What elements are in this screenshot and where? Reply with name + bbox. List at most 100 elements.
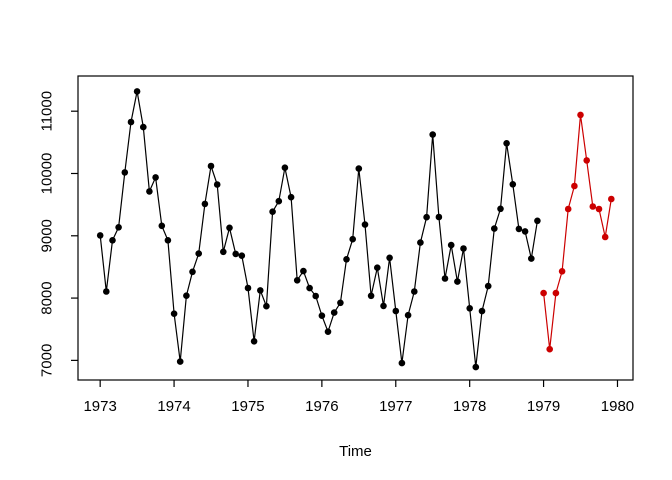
observed-series-line — [99, 91, 538, 368]
observed-data-point — [318, 312, 326, 320]
observed-data-point — [300, 267, 307, 275]
y-axis-tick-label: 11000 — [39, 91, 56, 132]
observed-data-point — [404, 311, 412, 319]
x-axis-tick-label: 1973 — [83, 398, 116, 415]
forecast-data-point — [564, 205, 572, 213]
observed-data-point — [497, 205, 504, 213]
observed-data-point — [263, 302, 270, 310]
observed-data-point — [441, 275, 449, 282]
observed-data-point — [435, 213, 443, 221]
observed-data-point — [103, 288, 110, 295]
observed-data-point — [213, 181, 221, 188]
observed-data-point — [96, 232, 104, 239]
observed-data-point — [312, 292, 320, 300]
y-axis-tick-label: 10000 — [39, 153, 56, 195]
forecast-data-point — [571, 182, 578, 190]
observed-data-point — [509, 181, 517, 188]
observed-data-point — [491, 225, 498, 232]
observed-data-point — [257, 287, 264, 294]
observed-data-point — [349, 235, 357, 243]
observed-data-point — [207, 162, 215, 170]
forecast-data-point — [583, 157, 590, 164]
observed-data-point — [423, 213, 430, 221]
observed-data-point — [238, 252, 246, 259]
forecast-data-point — [540, 289, 547, 297]
observed-data-point — [232, 250, 239, 258]
observed-data-point — [133, 88, 141, 95]
observed-data-point — [411, 288, 418, 295]
observed-data-point — [293, 277, 301, 284]
forecast-data-point — [546, 345, 553, 353]
observed-data-point — [330, 309, 338, 316]
observed-data-point — [392, 307, 400, 315]
observed-data-point — [109, 237, 116, 244]
observed-data-point — [121, 169, 129, 176]
observed-data-point — [367, 292, 375, 300]
forecast-data-point — [552, 289, 560, 297]
observed-data-point — [380, 302, 387, 310]
observed-data-point — [355, 165, 363, 172]
observed-data-point — [244, 284, 252, 292]
observed-data-point — [417, 239, 424, 246]
observed-data-point — [176, 358, 184, 365]
observed-data-point — [478, 307, 486, 315]
x-axis-tick-label: 1979 — [527, 398, 560, 415]
observed-data-point — [472, 363, 480, 371]
observed-data-point — [287, 193, 295, 201]
observed-data-point — [158, 222, 166, 230]
observed-data-point — [454, 278, 461, 285]
observed-data-point — [281, 164, 289, 171]
x-axis-tick-label: 1976 — [305, 398, 338, 415]
y-axis-tick-label: 9000 — [39, 219, 56, 252]
plot-box — [77, 75, 634, 381]
x-axis-tick-label: 1975 — [231, 398, 264, 415]
observed-data-point — [337, 299, 344, 307]
observed-data-point — [146, 188, 153, 195]
x-axis-tick-label: 1977 — [379, 398, 412, 415]
observed-data-point — [386, 254, 393, 262]
forecast-data-point — [577, 111, 584, 119]
observed-data-point — [521, 228, 529, 235]
x-axis-tick-label: 1974 — [157, 398, 190, 415]
forecast-data-point — [595, 205, 603, 213]
forecast-data-point — [589, 203, 597, 210]
observed-data-point — [269, 208, 276, 215]
observed-data-point — [374, 264, 381, 272]
forecast-data-point — [608, 195, 615, 203]
observed-data-point — [503, 140, 510, 147]
y-axis-tick-label: 7000 — [39, 344, 56, 377]
observed-data-point — [306, 284, 313, 292]
observed-data-point — [195, 250, 202, 257]
observed-data-point — [429, 131, 437, 138]
observed-data-point — [183, 292, 190, 300]
observed-data-point — [534, 217, 541, 225]
forecast-data-point — [558, 268, 566, 275]
observed-data-point — [164, 237, 172, 244]
observed-data-point — [343, 255, 350, 263]
observed-data-point — [515, 225, 523, 233]
observed-data-point — [484, 282, 492, 290]
observed-data-point — [226, 224, 233, 232]
observed-data-point — [250, 338, 258, 345]
observed-data-point — [140, 123, 147, 131]
observed-data-point — [201, 200, 209, 208]
observed-data-point — [447, 241, 455, 249]
forecast-series-line — [543, 114, 612, 350]
y-axis-tick-label: 8000 — [39, 281, 56, 314]
observed-data-point — [398, 359, 406, 367]
forecast-data-point — [601, 233, 609, 241]
observed-data-point — [361, 221, 369, 228]
observed-data-point — [324, 328, 332, 336]
observed-data-point — [460, 245, 467, 252]
observed-data-point — [115, 224, 122, 231]
observed-data-point — [220, 248, 227, 256]
observed-data-point — [189, 268, 196, 276]
observed-data-point — [127, 118, 135, 126]
x-axis-tick-label: 1978 — [453, 398, 486, 415]
observed-data-point — [528, 255, 535, 262]
x-axis-title: Time — [339, 443, 372, 460]
observed-data-point — [152, 174, 159, 181]
observed-data-point — [170, 310, 178, 318]
